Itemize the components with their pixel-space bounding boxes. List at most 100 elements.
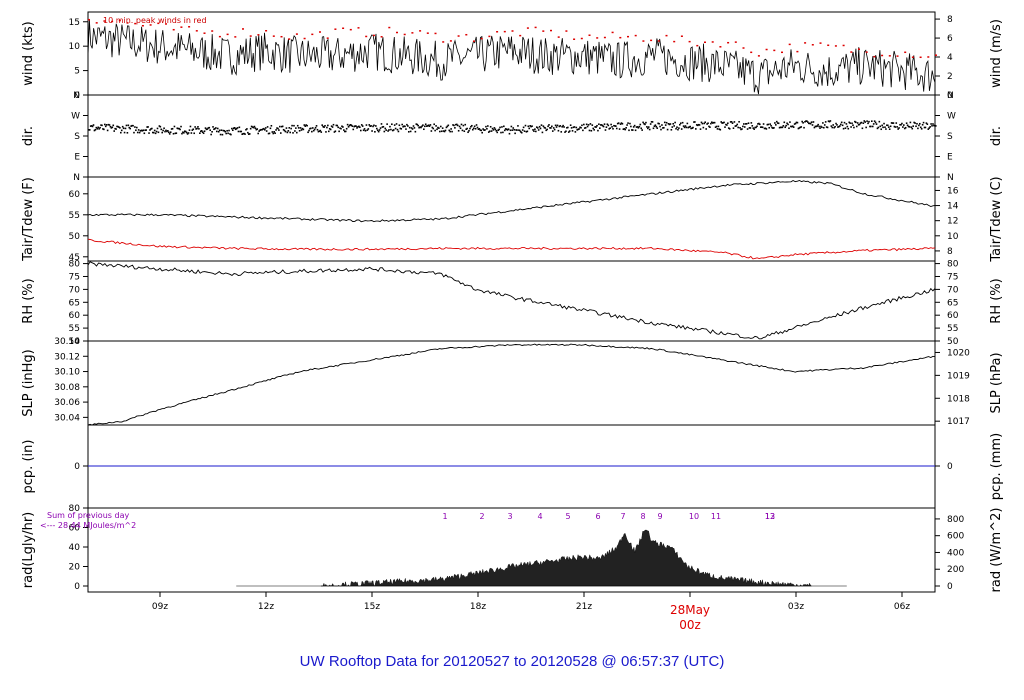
peak-wind-point	[873, 55, 876, 58]
direction-point	[667, 123, 670, 125]
direction-point	[260, 128, 262, 131]
direction-point	[511, 129, 514, 131]
direction-point	[492, 129, 495, 131]
direction-point	[933, 124, 935, 127]
series-tair	[87, 179, 936, 223]
direction-point	[764, 127, 767, 130]
direction-point	[777, 122, 780, 125]
peak-wind-point	[796, 50, 799, 53]
peak-wind-point	[888, 55, 891, 57]
y-tick-label: N	[73, 173, 80, 183]
direction-point	[507, 128, 510, 130]
direction-point	[348, 124, 351, 127]
peak-wind-point	[141, 25, 144, 27]
direction-point	[613, 124, 615, 127]
y-tick-label-right: 0	[947, 462, 953, 472]
direction-point	[579, 126, 581, 129]
direction-point	[379, 127, 382, 129]
direction-point	[425, 125, 428, 127]
direction-point	[339, 127, 341, 130]
direction-point	[826, 126, 829, 129]
direction-point	[638, 125, 641, 128]
y-tick-label-right: 16	[947, 186, 959, 196]
direction-point	[874, 121, 877, 124]
y-tick-label: 55	[69, 324, 80, 334]
peak-wind-point	[480, 37, 483, 40]
peak-wind-point	[103, 20, 106, 22]
direction-point	[569, 124, 572, 126]
peak-wind-point	[896, 55, 899, 57]
direction-point	[199, 130, 202, 133]
direction-point	[664, 124, 667, 126]
peak-wind-point	[919, 56, 922, 59]
direction-point	[696, 124, 699, 127]
direction-point	[822, 122, 824, 124]
peak-wind-point	[573, 38, 576, 40]
direction-point	[691, 127, 693, 130]
direction-point	[650, 121, 653, 123]
direction-point	[841, 124, 844, 127]
direction-point	[720, 121, 723, 123]
peak-wind-point	[172, 28, 175, 31]
peak-wind-point	[534, 26, 537, 29]
direction-point	[276, 127, 278, 129]
direction-point	[456, 124, 459, 127]
direction-point	[432, 127, 435, 130]
direction-point	[194, 126, 196, 128]
direction-point	[326, 126, 328, 129]
direction-point	[871, 125, 874, 128]
direction-point	[538, 125, 541, 128]
direction-point	[666, 128, 669, 131]
direction-point	[250, 125, 253, 128]
direction-point	[255, 128, 258, 131]
direction-point	[334, 130, 337, 133]
x-tick-label: 06z	[894, 602, 910, 612]
direction-point	[328, 127, 331, 130]
direction-point	[823, 124, 826, 126]
direction-point	[152, 131, 155, 134]
direction-point	[295, 131, 298, 134]
direction-point	[400, 128, 403, 130]
direction-point	[469, 127, 471, 130]
y-tick-label: W	[71, 112, 80, 122]
y-tick-label-right: 1017	[947, 417, 970, 427]
direction-point	[549, 127, 551, 129]
peak-wind-point	[396, 31, 398, 34]
direction-point	[450, 128, 452, 130]
direction-point	[423, 128, 425, 131]
direction-point	[503, 129, 506, 132]
direction-point	[677, 128, 679, 131]
direction-point	[422, 124, 424, 126]
direction-point	[106, 129, 109, 132]
direction-point	[99, 126, 101, 129]
direction-point	[891, 122, 894, 124]
direction-point	[361, 125, 364, 127]
direction-point	[909, 121, 912, 124]
direction-point	[904, 126, 907, 129]
direction-point	[594, 126, 596, 128]
direction-point	[771, 126, 773, 129]
direction-point	[519, 131, 522, 133]
direction-point	[142, 129, 145, 132]
direction-point	[537, 129, 540, 131]
direction-point	[533, 130, 535, 132]
direction-point	[849, 122, 851, 124]
direction-point	[167, 129, 169, 132]
direction-point	[583, 123, 585, 126]
direction-point	[325, 131, 327, 133]
direction-point	[847, 127, 850, 130]
direction-point	[711, 122, 714, 124]
direction-point	[656, 127, 659, 129]
direction-point	[183, 130, 186, 133]
direction-point	[699, 128, 702, 130]
y-tick-label-right: 50	[947, 337, 959, 347]
direction-point	[266, 126, 269, 128]
direction-point	[769, 123, 771, 125]
direction-point	[908, 126, 911, 128]
y-tick-label: 80	[69, 504, 81, 514]
direction-point	[385, 129, 387, 131]
y-tick-label-right: 10	[947, 232, 959, 242]
direction-point	[615, 125, 617, 127]
direction-point	[154, 132, 157, 135]
direction-point	[310, 127, 312, 130]
